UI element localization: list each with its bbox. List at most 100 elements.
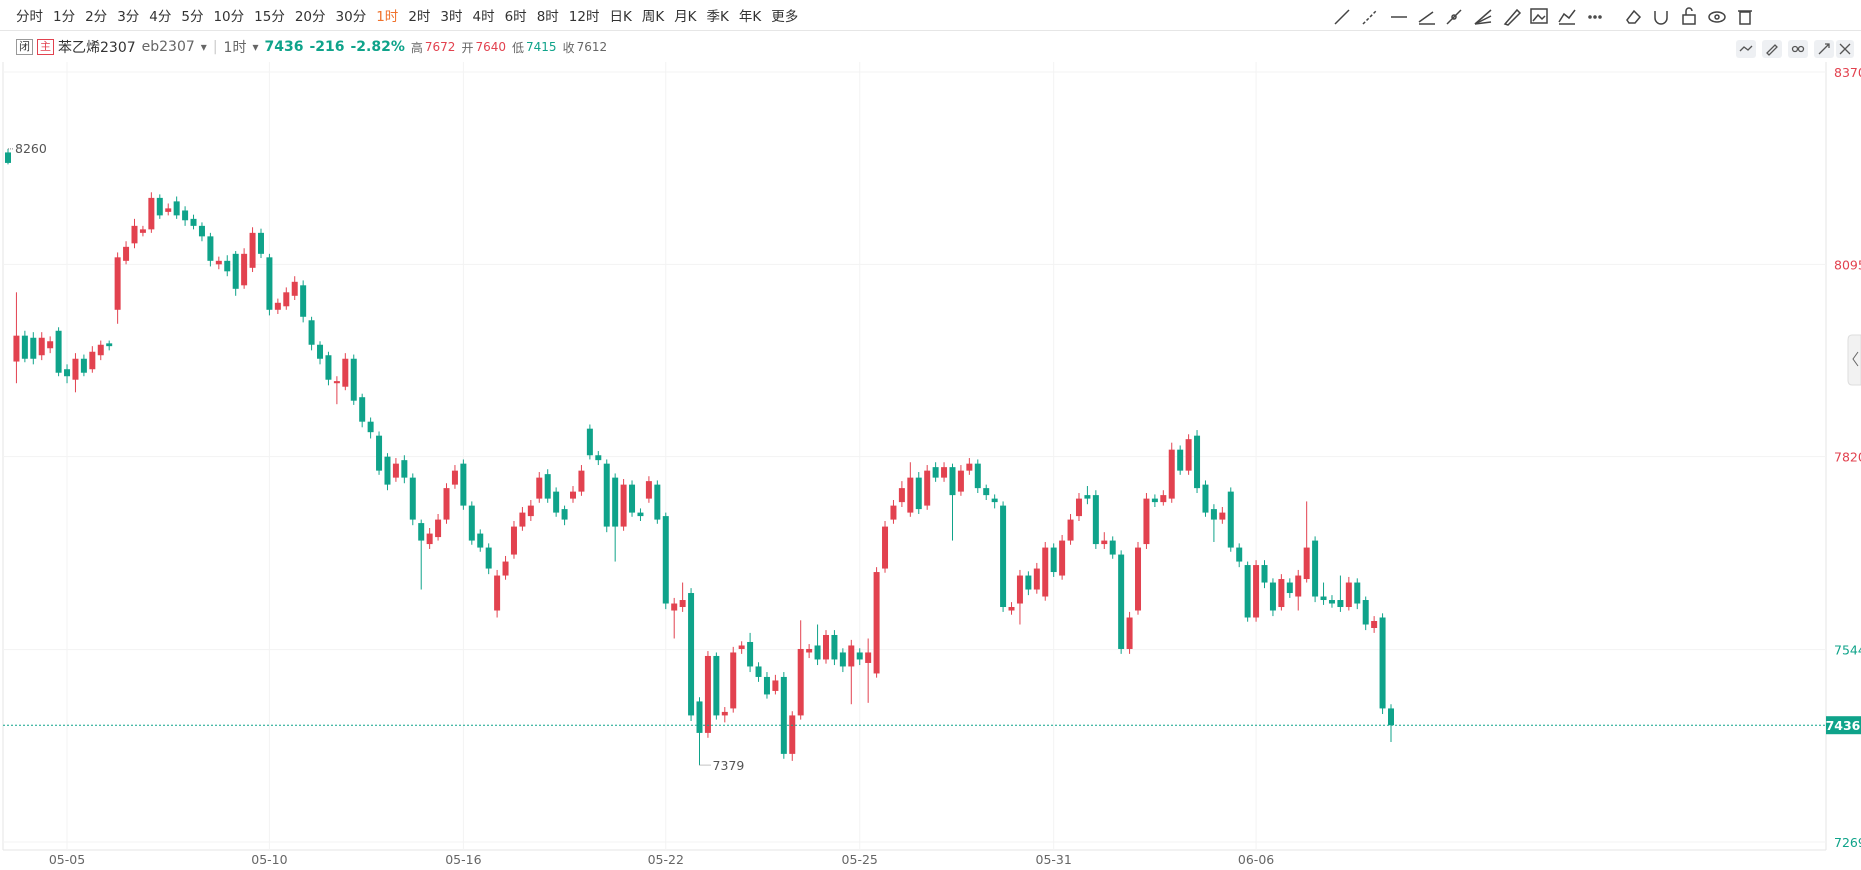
- tool-icon[interactable]: [1474, 9, 1492, 25]
- tool-icon[interactable]: [1708, 11, 1726, 23]
- period[interactable]: 1时: [223, 40, 247, 56]
- separator: |: [212, 39, 218, 55]
- period-button[interactable]: 20分: [294, 9, 326, 25]
- symbol-code[interactable]: eb2307: [141, 39, 195, 55]
- candle-body: [873, 572, 880, 674]
- change-pct: -2.82%: [350, 39, 405, 55]
- candle-body: [1059, 540, 1066, 576]
- tool-icon[interactable]: [1738, 10, 1752, 25]
- control-button[interactable]: [1788, 40, 1808, 58]
- tool-icon[interactable]: [1418, 11, 1435, 25]
- period-button[interactable]: 月K: [674, 9, 697, 25]
- candle-body: [1354, 582, 1361, 604]
- period-button[interactable]: 4时: [472, 9, 495, 25]
- period-button[interactable]: 2分: [85, 9, 108, 25]
- tool-icon[interactable]: [1334, 9, 1350, 25]
- period-button[interactable]: 分时: [16, 9, 43, 25]
- candle-body: [156, 197, 163, 216]
- candle-body: [1312, 540, 1319, 597]
- candle-body: [1143, 498, 1150, 545]
- tool-icon[interactable]: [1530, 8, 1548, 24]
- candle-body: [713, 655, 720, 716]
- period-button[interactable]: 10分: [213, 9, 245, 25]
- tool-icon[interactable]: [1503, 8, 1522, 26]
- candle-body: [578, 470, 585, 492]
- candle-body: [1168, 449, 1175, 499]
- badge[interactable]: 闭: [16, 39, 33, 55]
- candle-body: [645, 481, 652, 499]
- tool-icon[interactable]: [1682, 7, 1696, 25]
- candle-body: [367, 421, 374, 433]
- tool-icon[interactable]: [1558, 9, 1576, 25]
- label: 低: [512, 40, 525, 55]
- candle-body: [544, 474, 551, 499]
- candle-body: [898, 488, 905, 503]
- candle-body: [80, 358, 87, 373]
- symbol-name[interactable]: 苯乙烯2307: [58, 40, 136, 56]
- side-tab[interactable]: [1847, 334, 1861, 386]
- candle-body: [1303, 547, 1310, 580]
- candle-body: [1118, 554, 1125, 649]
- candle-body: [882, 526, 889, 569]
- tool-icon[interactable]: [1654, 11, 1668, 25]
- period-button[interactable]: 3分: [117, 9, 140, 25]
- candle-body: [553, 491, 560, 513]
- period-button[interactable]: 15分: [254, 9, 285, 25]
- candle-body: [747, 641, 754, 667]
- y-tick-label: 8370: [1834, 65, 1861, 80]
- candle-body: [1388, 708, 1394, 726]
- candle-body: [106, 343, 113, 347]
- candle-body: [1016, 575, 1023, 604]
- control-button[interactable]: [1762, 40, 1782, 58]
- period-button[interactable]: 年K: [738, 9, 762, 25]
- period-button[interactable]: 4分: [149, 9, 172, 25]
- candle-body: [957, 470, 964, 492]
- period-button[interactable]: 1分: [53, 9, 76, 25]
- close-button[interactable]: [1836, 40, 1854, 58]
- candle-body: [519, 512, 526, 527]
- tool-icon[interactable]: [1588, 15, 1602, 19]
- period-button[interactable]: 30分: [335, 9, 367, 25]
- control-button[interactable]: [1736, 40, 1756, 58]
- y-tick-label: 7544: [1834, 643, 1861, 658]
- candle-body: [738, 645, 745, 649]
- candle-body: [1067, 519, 1074, 541]
- period-button[interactable]: 12时: [568, 9, 600, 25]
- label: 收: [562, 40, 575, 55]
- candle-body: [291, 281, 298, 296]
- period-button[interactable]: 8时: [536, 9, 559, 25]
- period-button[interactable]: 5分: [181, 9, 204, 25]
- tool-icon[interactable]: [1626, 9, 1642, 24]
- period-button[interactable]: 2时: [408, 9, 431, 25]
- candle-body: [721, 711, 728, 716]
- candle-body: [966, 463, 973, 471]
- candle-body: [266, 257, 273, 310]
- candle-body: [1126, 617, 1133, 649]
- candle-body: [426, 533, 433, 545]
- tool-icon[interactable]: [1362, 9, 1378, 25]
- candle-body: [215, 260, 222, 265]
- candle-body: [620, 484, 627, 527]
- dropdown-caret[interactable]: ▾: [252, 40, 259, 54]
- candle-body: [991, 498, 998, 503]
- tool-icon[interactable]: [1446, 9, 1462, 25]
- candle-body: [1278, 579, 1285, 608]
- y-tick-label: 7820: [1834, 450, 1861, 465]
- candle-body: [300, 285, 307, 317]
- dropdown-caret[interactable]: ▾: [200, 40, 207, 54]
- period-button[interactable]: 周K: [641, 9, 665, 25]
- candle-body: [1295, 575, 1302, 597]
- period-button[interactable]: 1时: [376, 9, 399, 25]
- control-button[interactable]: [1814, 40, 1834, 58]
- period-button[interactable]: 3时: [440, 9, 463, 25]
- candle-body: [1379, 617, 1386, 709]
- period-button[interactable]: 6时: [504, 9, 527, 25]
- candle-body: [671, 603, 678, 611]
- badge[interactable]: 主: [37, 39, 54, 55]
- period-button[interactable]: 更多: [771, 9, 799, 25]
- low: 7415: [526, 40, 557, 54]
- period-button[interactable]: 季K: [706, 9, 729, 25]
- period-button[interactable]: 日K: [609, 9, 632, 25]
